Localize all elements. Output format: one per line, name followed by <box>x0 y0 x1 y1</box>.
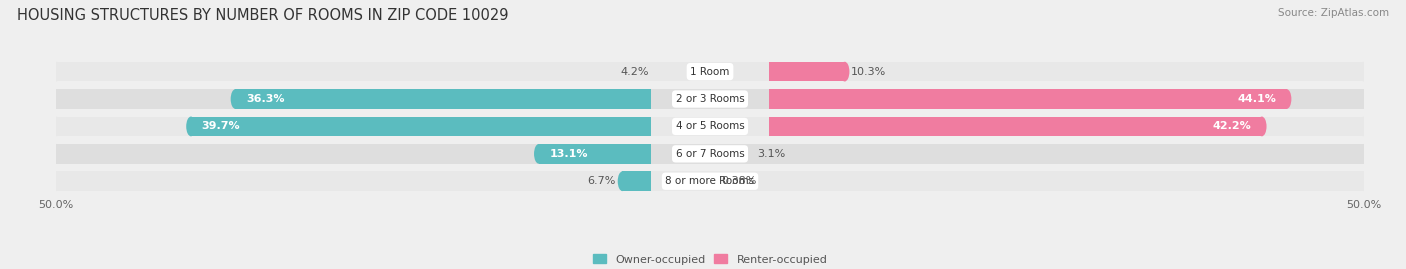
Text: 6.7%: 6.7% <box>588 176 616 186</box>
Text: 36.3%: 36.3% <box>246 94 284 104</box>
Text: 3.1%: 3.1% <box>756 149 786 159</box>
Bar <box>710 89 1364 109</box>
Bar <box>623 171 651 191</box>
Bar <box>56 171 1364 191</box>
Bar <box>56 144 1364 164</box>
Text: 44.1%: 44.1% <box>1237 94 1277 104</box>
Ellipse shape <box>52 116 60 136</box>
Bar <box>56 62 710 82</box>
Ellipse shape <box>52 89 60 109</box>
Text: 42.2%: 42.2% <box>1212 121 1251 132</box>
Ellipse shape <box>186 116 195 136</box>
Bar <box>769 89 1286 109</box>
Text: 4.2%: 4.2% <box>620 67 648 77</box>
Text: HOUSING STRUCTURES BY NUMBER OF ROOMS IN ZIP CODE 10029: HOUSING STRUCTURES BY NUMBER OF ROOMS IN… <box>17 8 509 23</box>
Text: 4 or 5 Rooms: 4 or 5 Rooms <box>676 121 744 132</box>
Bar <box>56 116 1364 136</box>
Text: 39.7%: 39.7% <box>201 121 240 132</box>
Bar <box>235 89 651 109</box>
Ellipse shape <box>1360 62 1368 82</box>
Ellipse shape <box>52 171 60 191</box>
Bar <box>191 116 651 136</box>
Text: 1 Room: 1 Room <box>690 67 730 77</box>
Ellipse shape <box>617 171 627 191</box>
Legend: Owner-occupied, Renter-occupied: Owner-occupied, Renter-occupied <box>588 250 832 269</box>
Ellipse shape <box>839 62 849 82</box>
Ellipse shape <box>1360 89 1368 109</box>
Bar <box>710 144 1364 164</box>
Bar <box>710 116 1364 136</box>
Bar <box>710 62 1364 82</box>
Ellipse shape <box>1360 144 1368 164</box>
Ellipse shape <box>1360 116 1368 136</box>
Ellipse shape <box>231 89 240 109</box>
Ellipse shape <box>1257 116 1267 136</box>
Bar <box>56 144 710 164</box>
Bar <box>56 171 710 191</box>
Bar <box>769 62 845 82</box>
Bar <box>710 171 1364 191</box>
Bar <box>769 116 1261 136</box>
Ellipse shape <box>534 144 544 164</box>
Bar <box>56 89 1364 109</box>
Bar <box>56 89 710 109</box>
Text: 0.38%: 0.38% <box>721 176 756 186</box>
Text: 8 or more Rooms: 8 or more Rooms <box>665 176 755 186</box>
Text: 6 or 7 Rooms: 6 or 7 Rooms <box>676 149 744 159</box>
Text: Source: ZipAtlas.com: Source: ZipAtlas.com <box>1278 8 1389 18</box>
Ellipse shape <box>1360 171 1368 191</box>
Text: 2 or 3 Rooms: 2 or 3 Rooms <box>676 94 744 104</box>
Ellipse shape <box>52 62 60 82</box>
Bar <box>538 144 651 164</box>
Text: 13.1%: 13.1% <box>550 149 588 159</box>
Text: 10.3%: 10.3% <box>851 67 887 77</box>
Bar <box>56 116 710 136</box>
Ellipse shape <box>52 144 60 164</box>
Ellipse shape <box>1282 89 1291 109</box>
Bar <box>56 62 1364 82</box>
